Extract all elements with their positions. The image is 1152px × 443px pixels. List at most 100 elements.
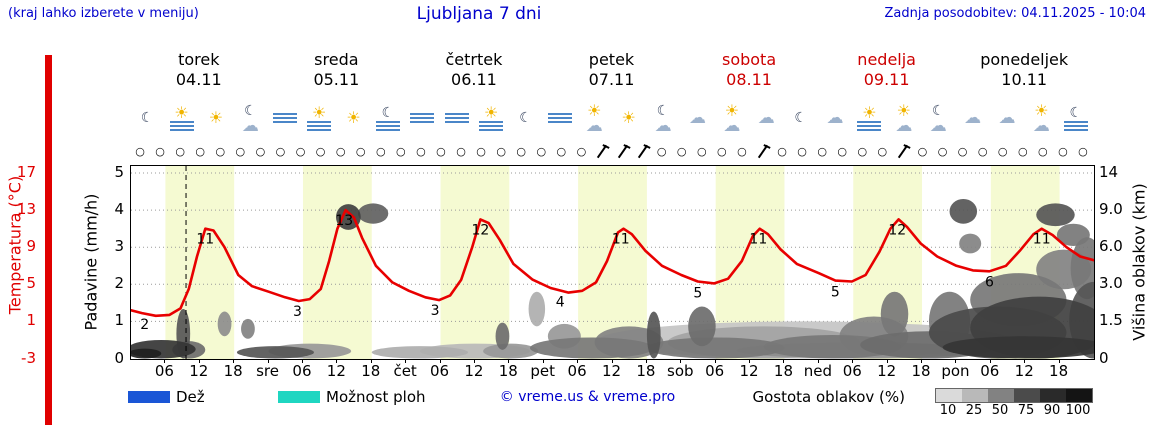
cloud-density-tick-label: 50 bbox=[991, 403, 1009, 418]
calm-wind-icon: ○ bbox=[777, 145, 787, 158]
sun-icon: ☀ bbox=[724, 100, 740, 120]
calm-wind-icon: ○ bbox=[255, 145, 266, 158]
x-axis-tick bbox=[852, 359, 854, 363]
cloud-height-axis-tick: 9.0 bbox=[1099, 200, 1123, 219]
cloud-blob bbox=[335, 204, 361, 230]
fog-icon bbox=[410, 113, 435, 123]
temperature-axis-tick: -3 bbox=[21, 348, 36, 367]
calm-wind-icon: ○ bbox=[1078, 145, 1088, 158]
weather-icon-fog-sun: ☀ bbox=[302, 97, 336, 139]
moon-icon: ☾ bbox=[140, 110, 154, 126]
temperature-value-label: 11 bbox=[196, 232, 214, 248]
cloud-icon: ☁ bbox=[895, 115, 913, 136]
x-axis-hour-label: 06 bbox=[705, 362, 725, 380]
cloud-blob bbox=[646, 337, 785, 359]
weather-icon-sun: ☀ bbox=[337, 97, 371, 139]
moon-icon: ☾ bbox=[381, 104, 395, 121]
x-axis-tick bbox=[1024, 359, 1026, 363]
temperature-axis-tick: 9 bbox=[26, 237, 36, 256]
cloud-density-tick-label: 90 bbox=[1043, 403, 1061, 418]
cloud-density-tick-label: 25 bbox=[965, 403, 983, 418]
x-axis-tick bbox=[921, 359, 923, 363]
cloud-blob bbox=[688, 306, 716, 347]
calm-wind-icon: ○ bbox=[937, 145, 948, 158]
temperature-value-label: 5 bbox=[831, 285, 840, 301]
weather-icon-sun: ☀ bbox=[199, 97, 233, 139]
day-header-date: 07.11 bbox=[588, 70, 635, 89]
weather-icon-moon-cloud: ☾ ☁ bbox=[646, 97, 680, 139]
cloud-icon: ☁ bbox=[241, 115, 259, 136]
x-axis-hour-label: 18 bbox=[361, 362, 381, 380]
calm-wind-icon: ○ bbox=[496, 145, 506, 158]
calm-wind-icon: ○ bbox=[717, 145, 727, 158]
x-axis-tick bbox=[749, 359, 751, 363]
precipitation-axis-tick: 1 bbox=[114, 311, 124, 330]
calm-wind-icon: ○ bbox=[737, 145, 747, 158]
cloud-density-tick-label: 75 bbox=[1017, 403, 1035, 418]
calm-wind-icon: ○ bbox=[355, 145, 366, 158]
calm-wind-icon: ○ bbox=[957, 145, 968, 158]
cloud-icon: ☁ bbox=[826, 108, 844, 128]
calm-wind-icon: ○ bbox=[877, 145, 888, 158]
precipitation-axis-tick: 0 bbox=[114, 348, 124, 367]
cloud-height-axis-tick: 6.0 bbox=[1099, 237, 1123, 256]
temperature-value-label: 3 bbox=[431, 303, 440, 319]
cloud-blob bbox=[131, 348, 162, 359]
weather-icon-fog-sun: ☀ bbox=[852, 97, 886, 139]
cloud-height-axis-tick: 3.0 bbox=[1099, 274, 1123, 293]
fog-icon bbox=[479, 120, 504, 131]
weather-icon-cloud-sun: ☀ ☁ bbox=[1024, 97, 1058, 139]
day-header-name: torek bbox=[178, 50, 220, 69]
temperature-value-label: 2 bbox=[140, 317, 149, 333]
moon-icon: ☾ bbox=[244, 102, 257, 119]
cloud-density-cell bbox=[962, 389, 988, 402]
moon-icon: ☾ bbox=[1069, 104, 1083, 121]
weather-icon-cloud: ☁ bbox=[990, 97, 1024, 139]
x-axis-hour-label: 18 bbox=[911, 362, 931, 380]
cloud-blob bbox=[528, 291, 546, 327]
x-axis-tick bbox=[336, 359, 338, 363]
copyright-link[interactable]: © vreme.us & vreme.pro bbox=[499, 389, 676, 405]
cloud-icon: ☁ bbox=[964, 108, 982, 128]
x-axis-tick bbox=[989, 359, 991, 363]
calm-wind-icon: ○ bbox=[857, 145, 868, 158]
fog-icon bbox=[857, 120, 882, 131]
weather-icon-fog bbox=[440, 97, 474, 139]
fog-icon bbox=[307, 120, 332, 131]
x-axis-day-label: sob bbox=[667, 362, 694, 380]
fog-icon bbox=[1063, 120, 1088, 131]
cloud-density-cell bbox=[936, 389, 962, 402]
calm-wind-icon: ○ bbox=[556, 145, 567, 158]
temperature-value-label: 6 bbox=[985, 274, 994, 290]
x-axis-tick bbox=[370, 359, 372, 363]
x-axis-tick bbox=[198, 359, 200, 363]
cloud-blob bbox=[371, 346, 469, 359]
moon-icon: ☾ bbox=[656, 102, 670, 119]
x-axis-day-label: pon bbox=[941, 362, 970, 380]
x-axis-tick bbox=[645, 359, 647, 363]
calm-wind-icon: ○ bbox=[1038, 145, 1048, 158]
calm-wind-icon: ○ bbox=[456, 145, 466, 158]
cloud-icon: ☁ bbox=[585, 115, 603, 136]
x-axis-tick bbox=[233, 359, 235, 363]
fog-icon bbox=[375, 120, 400, 131]
x-axis-hour-label: 06 bbox=[154, 362, 174, 380]
day-header-date: 06.11 bbox=[451, 70, 497, 89]
calm-wind-icon: ○ bbox=[516, 145, 527, 158]
calm-wind-icon: ○ bbox=[576, 145, 587, 158]
cloud-height-axis-tick: 0 bbox=[1099, 348, 1109, 367]
cloud-density-cell bbox=[1040, 389, 1066, 402]
wind-barb-icon bbox=[632, 141, 652, 163]
sun-icon: ☀ bbox=[862, 102, 877, 122]
temperature-axis-bar bbox=[45, 55, 52, 425]
calm-wind-icon: ○ bbox=[656, 145, 667, 158]
cloud-blob bbox=[217, 311, 232, 337]
moon-icon: ☾ bbox=[519, 110, 532, 126]
x-axis-hour-label: 18 bbox=[223, 362, 243, 380]
cloud-density-cell bbox=[988, 389, 1014, 402]
x-axis-hour-label: 06 bbox=[429, 362, 450, 380]
x-axis-hour-label: 12 bbox=[464, 362, 484, 380]
calm-wind-icon: ○ bbox=[977, 145, 988, 158]
x-axis-hour-label: 06 bbox=[567, 362, 587, 380]
